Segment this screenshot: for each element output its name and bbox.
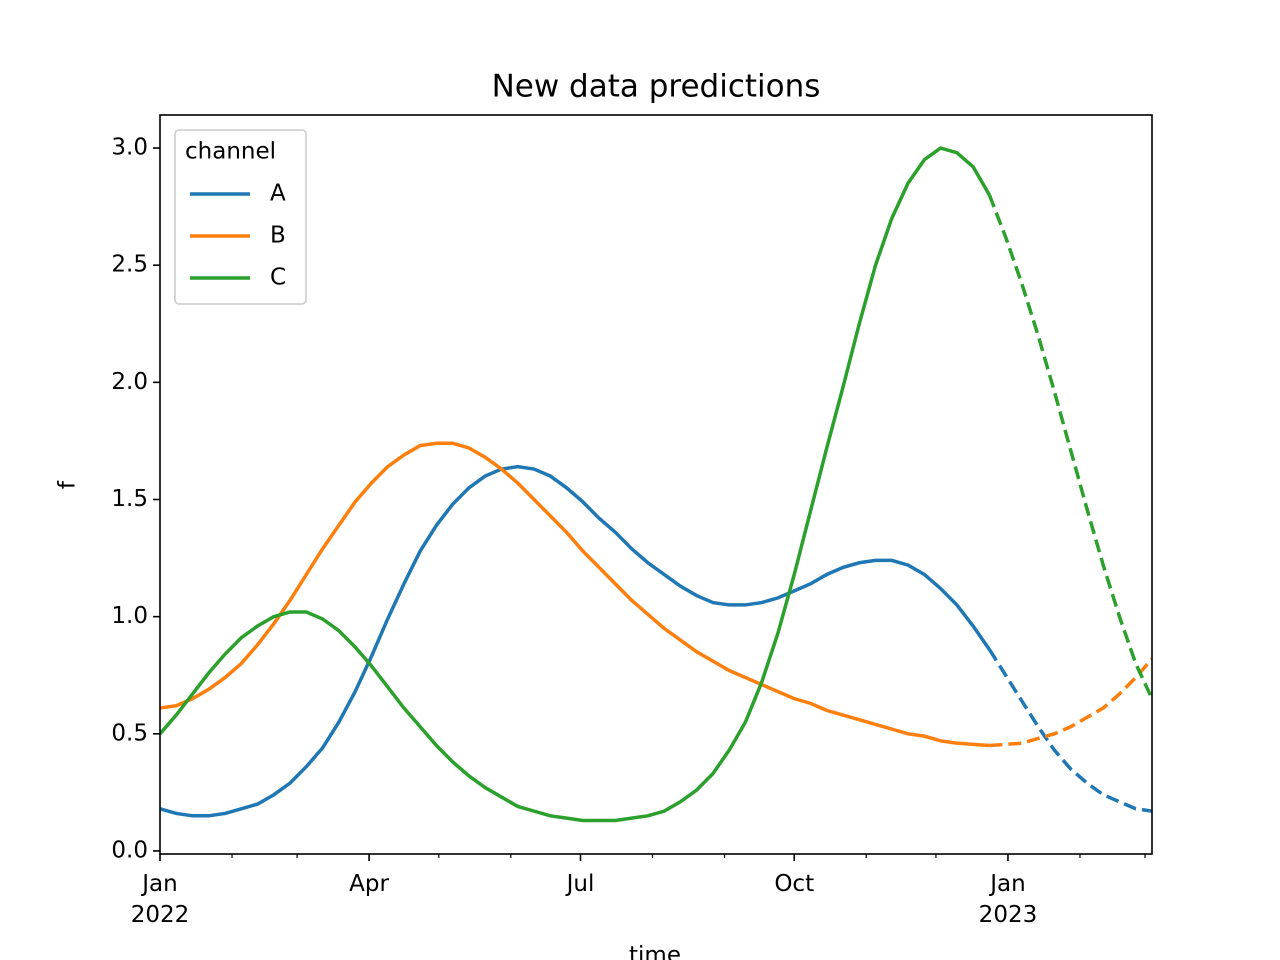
legend-box [174,129,307,305]
y-tick-label: 2.0 [111,369,148,395]
prediction-line [987,194,1152,700]
legend-label: C [270,265,286,291]
y-tick-label: 0.0 [111,837,148,863]
axes-frame [159,114,1153,855]
x-tick-label: Oct [774,871,815,897]
x-tick-label: Jan 2023 [978,871,1038,928]
x-tick-label: Jan 2022 [130,871,190,928]
prediction-line [989,657,1152,748]
series-line [160,464,991,818]
x-axis-label: time [629,943,681,960]
legend-label: B [270,223,286,249]
x-tick-label: Apr [349,871,389,897]
y-tick-label: 2.5 [111,252,148,278]
chart-title: New data predictions [492,69,821,105]
legend-label: A [270,181,286,207]
y-tick-label: 1.0 [111,603,148,629]
y-tick-label: 0.5 [111,720,148,746]
series-line [160,146,991,823]
series-line [160,441,990,748]
y-axis-label: f [55,480,81,489]
y-tick-label: 3.0 [111,135,148,161]
prediction-line [987,648,1152,813]
y-tick-label: 1.5 [111,486,148,512]
legend-title: channel [185,139,276,165]
x-tick-label: Jul [566,871,595,897]
